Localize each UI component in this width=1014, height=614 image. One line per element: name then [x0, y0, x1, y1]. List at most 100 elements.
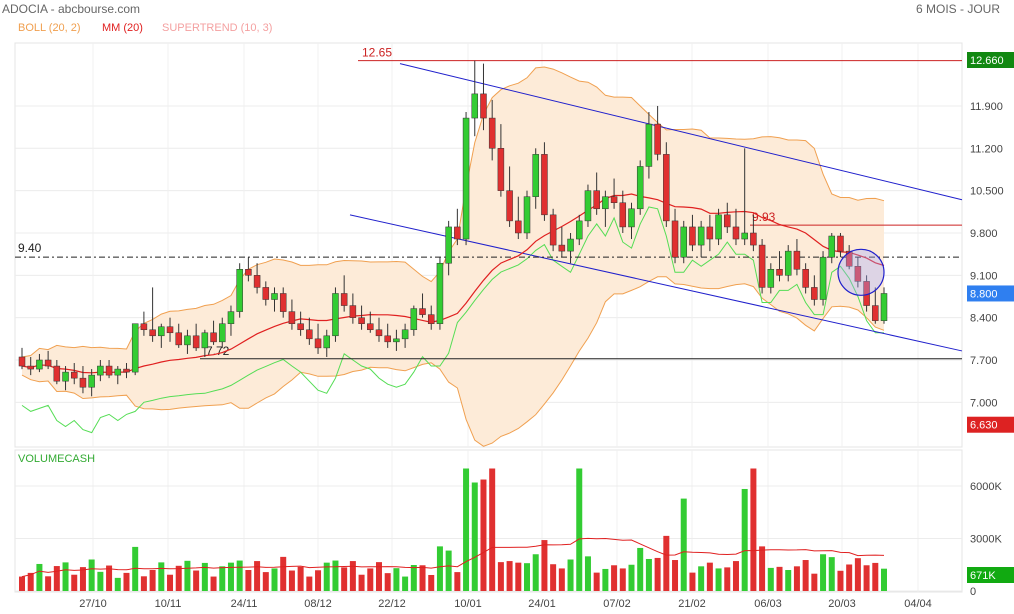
- volume-bar: [515, 562, 522, 591]
- candle-body: [123, 368, 130, 373]
- volume-bar: [245, 570, 252, 591]
- candle-body: [776, 269, 783, 276]
- candle-body: [419, 308, 426, 315]
- volume-bar: [698, 566, 705, 591]
- candle-body: [854, 266, 862, 282]
- volume-bar: [62, 562, 69, 591]
- volume-bar: [532, 554, 539, 591]
- candle-body: [471, 93, 479, 119]
- volume-bar: [19, 576, 25, 591]
- volume-bar: [262, 572, 269, 591]
- x-tick-label: 20/03: [828, 598, 856, 610]
- candle-body: [558, 244, 566, 252]
- candle-body: [62, 371, 69, 382]
- volume-bar: [384, 573, 391, 591]
- volume-bar: [489, 468, 496, 591]
- candle-body: [262, 287, 270, 300]
- volume-bar: [306, 576, 313, 591]
- price-badge-high: 12.660: [970, 55, 1004, 67]
- price-tick-label: 7.000: [970, 397, 998, 409]
- candle-body: [576, 220, 583, 240]
- candle-body: [253, 275, 261, 288]
- volume-bar: [114, 577, 121, 591]
- volume-bar: [71, 574, 78, 591]
- volume-bar: [123, 572, 130, 591]
- volume-badge: 671K: [970, 570, 996, 582]
- candle-body: [506, 190, 513, 222]
- candle-body: [872, 305, 879, 321]
- candle-body: [166, 326, 174, 334]
- volume-bar: [254, 561, 261, 591]
- candle-body: [819, 256, 827, 300]
- volume-bar: [471, 482, 478, 591]
- candle-body: [706, 226, 714, 240]
- candle-body: [828, 235, 836, 258]
- candle-body: [697, 226, 705, 246]
- volume-bar: [706, 562, 713, 591]
- candle-body: [245, 269, 252, 276]
- candle-body: [401, 329, 409, 340]
- candle-body: [227, 311, 235, 324]
- candle-body: [784, 250, 792, 276]
- candle-body: [732, 226, 740, 240]
- volume-bar: [210, 576, 217, 591]
- legend-supertrend: SUPERTREND (10, 3): [162, 22, 273, 34]
- volume-bar: [732, 561, 739, 591]
- price-panel-frame: [14, 42, 963, 448]
- candle-body: [680, 226, 687, 258]
- candle-body: [541, 154, 548, 216]
- volume-bar: [79, 567, 86, 591]
- highlight-circle: [837, 248, 885, 296]
- channel-lower-line: [349, 214, 963, 352]
- annotation-high-label: 12.65: [362, 46, 392, 60]
- volume-bar: [611, 565, 618, 591]
- candle-body: [636, 166, 644, 210]
- volume-bar: [410, 565, 417, 591]
- volume-bar: [45, 576, 52, 591]
- candle-body: [497, 148, 505, 191]
- candle-body: [288, 311, 296, 324]
- volume-bar: [881, 568, 887, 591]
- volume-bar: [402, 576, 409, 591]
- price-badge-high-bg: [967, 52, 1014, 68]
- candle-body: [584, 190, 592, 222]
- volume-bar: [280, 556, 287, 591]
- volume-panel-frame: [14, 449, 963, 593]
- volume-bar: [341, 567, 348, 591]
- candle-body: [767, 269, 775, 288]
- candle-body: [306, 329, 313, 340]
- x-tick-label: 21/02: [678, 598, 706, 610]
- candle-body: [323, 335, 330, 349]
- chart-period[interactable]: 6 MOIS - JOUR: [915, 2, 1000, 16]
- candle-body: [27, 365, 34, 370]
- volume-bar: [297, 566, 304, 591]
- legend-bollinger: BOLL (20, 2): [18, 22, 81, 34]
- volume-bar: [602, 568, 609, 591]
- candle-body: [297, 323, 304, 331]
- candle-body: [140, 323, 148, 331]
- candle-body: [375, 329, 383, 337]
- candle-body: [427, 314, 435, 324]
- volume-bar: [767, 567, 774, 591]
- volume-bar: [428, 574, 435, 591]
- volume-bar: [97, 571, 104, 591]
- volume-badge-bg: [967, 567, 1014, 583]
- volume-bar: [358, 574, 365, 591]
- bollinger-lower-line: [21, 276, 885, 447]
- candle-body: [201, 332, 209, 349]
- volume-bar: [201, 562, 208, 591]
- candle-body: [384, 335, 391, 343]
- candle-body: [79, 377, 87, 388]
- x-tick-label: 07/02: [603, 598, 631, 610]
- candle-body: [279, 293, 287, 312]
- candle-body: [158, 326, 165, 337]
- volume-bar: [463, 468, 470, 591]
- candle-body: [549, 214, 557, 246]
- price-tick-label: 8.400: [970, 313, 998, 325]
- candle-body: [628, 208, 635, 228]
- price-tick-label: 10.500: [970, 186, 1004, 198]
- price-tick-label: 11.900: [970, 101, 1003, 113]
- volume-bar: [846, 564, 853, 591]
- candle-body: [488, 117, 496, 149]
